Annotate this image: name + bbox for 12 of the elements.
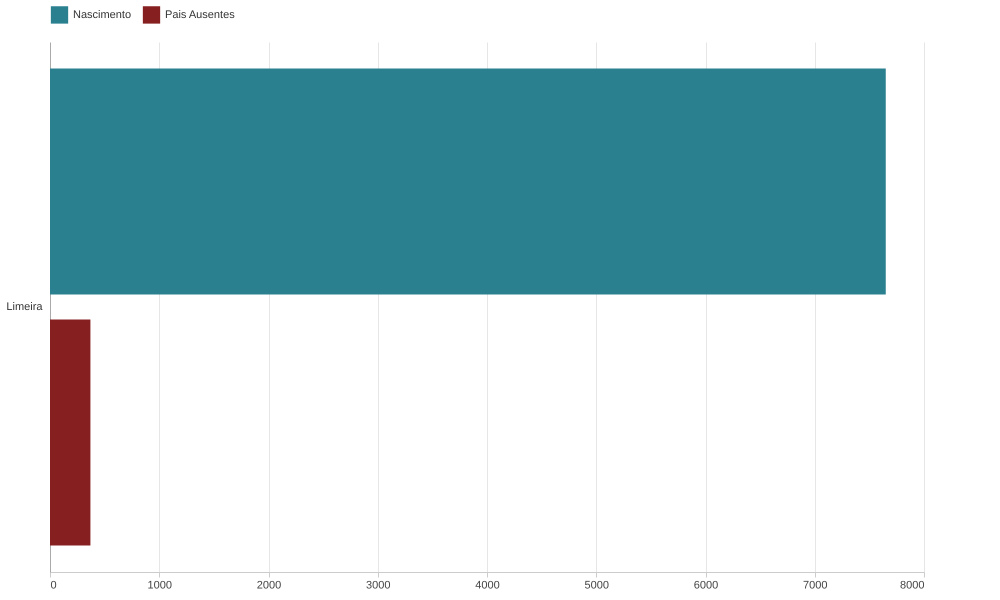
- x-tick-label: 3000: [366, 580, 390, 592]
- x-tick-label: 2000: [256, 580, 282, 592]
- x-tick-label: 4000: [475, 580, 500, 592]
- legend-label: Pais Ausentes: [165, 8, 236, 21]
- x-tick-label: 1000: [148, 580, 172, 592]
- x-tick-label: 0: [50, 580, 57, 592]
- x-tick-label: 7000: [803, 580, 828, 592]
- legend-label: Nascimento: [73, 8, 132, 21]
- y-tick-label: Limeira: [6, 301, 44, 313]
- x-tick-label: 6000: [694, 580, 718, 592]
- x-tick-label: 5000: [584, 580, 609, 592]
- x-tick-label: 8000: [900, 580, 924, 592]
